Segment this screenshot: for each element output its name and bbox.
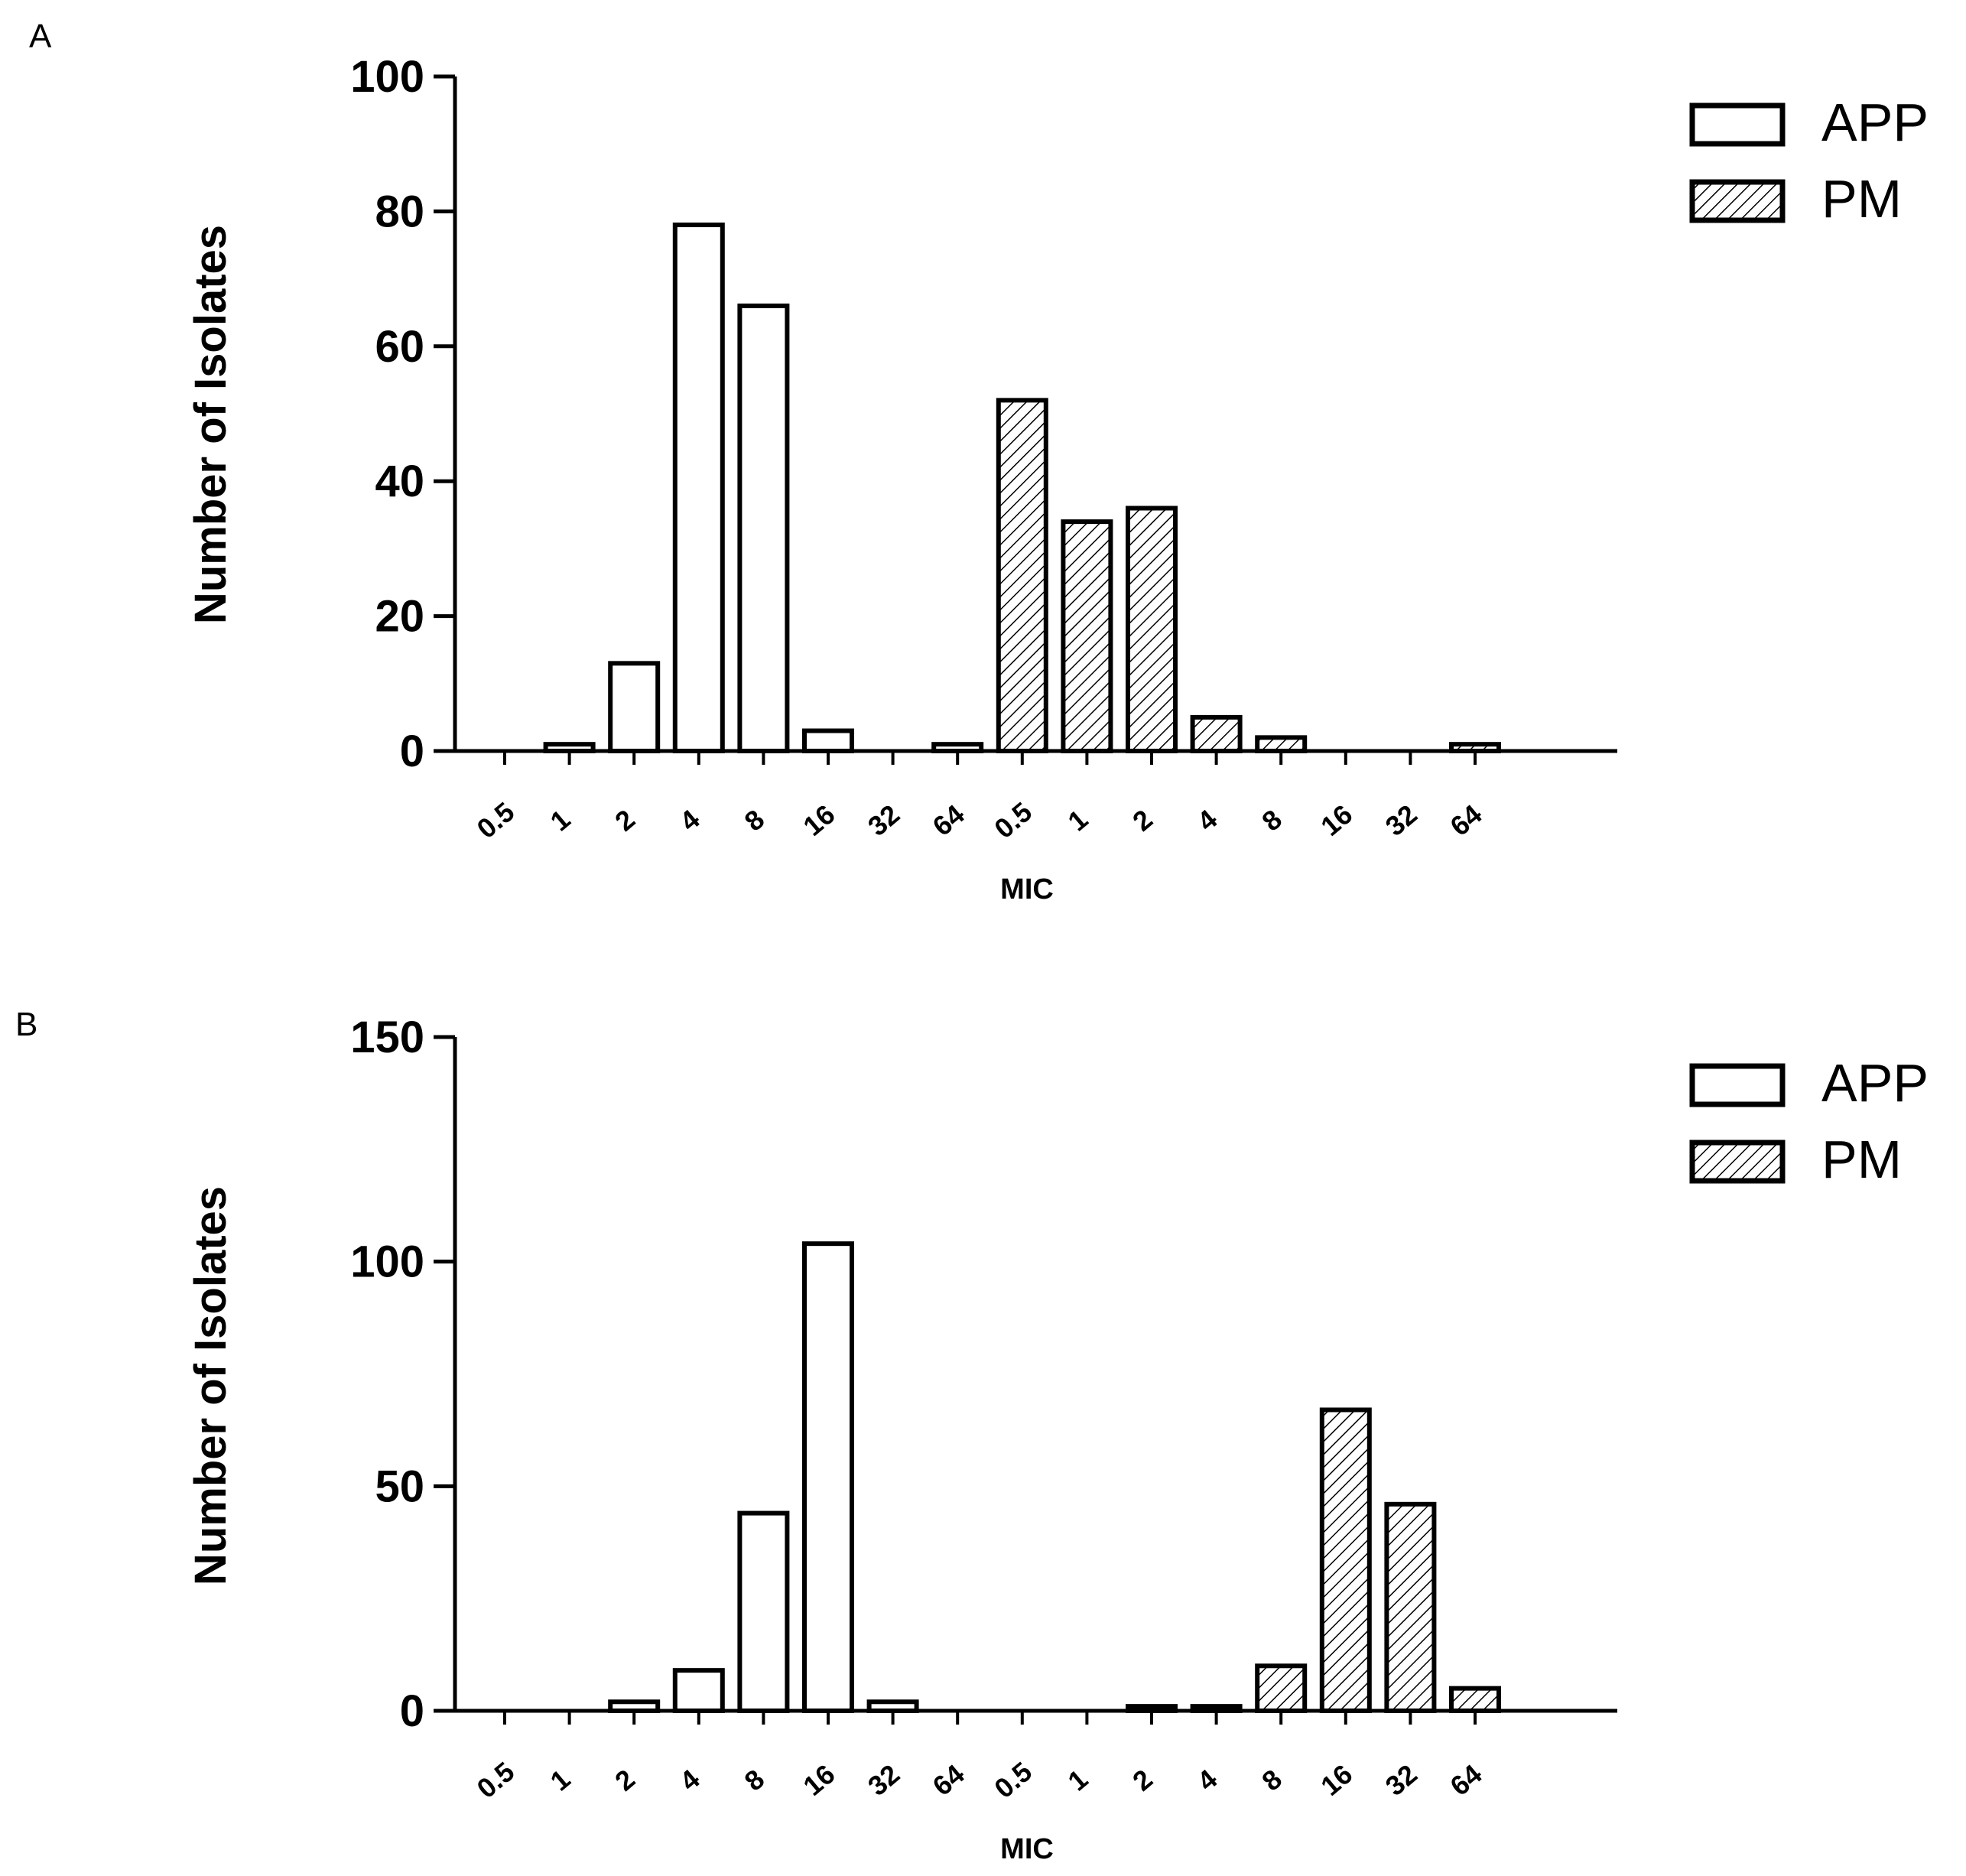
x-tick-label: 32 <box>1379 1758 1423 1802</box>
legend-swatch-app <box>1689 1063 1786 1107</box>
x-tick-label: 0.5 <box>471 796 521 845</box>
x-tick-label: 0.5 <box>471 1756 521 1805</box>
x-tick-label: 64 <box>927 798 970 842</box>
bar-app <box>608 1699 661 1714</box>
bar-pm <box>1384 1501 1437 1713</box>
x-tick-label: 0.5 <box>988 796 1038 845</box>
x-tick-label: 4 <box>1191 1763 1223 1796</box>
bar-pm <box>1449 1686 1501 1713</box>
x-axis-label: MIC <box>1000 873 1054 905</box>
y-tick-label: 100 <box>350 52 424 102</box>
bar-app <box>931 742 984 753</box>
bar-app <box>866 1699 919 1714</box>
x-tick-label: 0.5 <box>988 1756 1038 1805</box>
x-tick-label: 2 <box>1126 1763 1158 1796</box>
bar-app <box>672 223 725 754</box>
x-tick-label: 8 <box>1256 1763 1288 1796</box>
bar-pm <box>996 398 1048 753</box>
x-tick-label: 8 <box>739 1763 771 1796</box>
bar-app <box>608 661 661 754</box>
y-tick-label: 60 <box>375 322 424 372</box>
x-axis-label: MIC <box>1000 1833 1054 1865</box>
y-ticks: 0 20 40 60 80 100 <box>350 52 455 776</box>
bar-pm <box>1255 1663 1308 1713</box>
x-tick-label: 2 <box>609 803 641 837</box>
bar-pm <box>1126 506 1178 753</box>
bar-app <box>672 1668 725 1713</box>
x-ticks: 0.5 1 2 4 8 16 32 64 0.5 1 2 4 8 16 32 64 <box>471 1711 1487 1805</box>
legend-swatch-app <box>1689 102 1786 147</box>
bar-app <box>737 303 790 753</box>
panel-letter-a: A <box>29 18 52 55</box>
x-tick-label: 16 <box>1314 798 1358 842</box>
x-tick-label: 64 <box>1444 798 1487 842</box>
x-tick-label: 1 <box>1062 803 1094 837</box>
x-tick-label: 32 <box>862 1758 905 1802</box>
y-tick-label: 150 <box>350 1013 424 1062</box>
bar-pm <box>1255 735 1308 753</box>
x-tick-label: 8 <box>1256 803 1288 837</box>
x-tick-label: 16 <box>797 798 840 842</box>
x-tick-label: 64 <box>927 1758 970 1802</box>
bar-app <box>543 742 596 753</box>
x-tick-label: 8 <box>739 803 771 837</box>
x-tick-label: 32 <box>862 798 905 842</box>
bar-app <box>737 1510 790 1714</box>
x-tick-label: 16 <box>1314 1758 1358 1802</box>
y-ticks: 0 50 100 150 <box>350 1013 455 1736</box>
bars <box>543 223 1501 754</box>
legend: APP PM <box>1689 1053 1929 1189</box>
x-tick-label: 2 <box>1126 803 1158 837</box>
legend-label-app: APP <box>1821 93 1929 152</box>
bar-pm <box>1061 519 1113 753</box>
x-tick-label: 1 <box>544 1763 577 1796</box>
x-tick-label: 4 <box>674 1763 706 1796</box>
axes <box>453 1037 1617 1713</box>
legend-swatch-pm <box>1689 179 1786 223</box>
bar-pm <box>1190 1704 1243 1714</box>
legend-swatch-pm <box>1689 1140 1786 1184</box>
bar-pm <box>1126 1704 1178 1714</box>
x-ticks: 0.5 1 2 4 8 16 32 64 0.5 1 2 4 8 16 32 64 <box>471 751 1487 845</box>
bars <box>608 1241 1501 1714</box>
legend-label-app: APP <box>1821 1053 1929 1113</box>
bar-app <box>802 1241 854 1713</box>
x-tick-label: 4 <box>1191 803 1223 837</box>
y-tick-label: 50 <box>375 1461 424 1511</box>
x-tick-label: 4 <box>674 803 706 837</box>
y-tick-label: 20 <box>375 592 424 642</box>
x-tick-label: 1 <box>1062 1763 1094 1796</box>
panel-a: A Number of Isolates MIC 0 20 40 60 80 100 0.… <box>29 18 1929 905</box>
panel-letter-b: B <box>15 1006 37 1043</box>
y-tick-label: 40 <box>375 457 424 506</box>
y-tick-label: 100 <box>350 1237 424 1287</box>
y-axis-label: Number of Isolates <box>186 225 236 624</box>
x-tick-label: 16 <box>797 1758 840 1802</box>
x-tick-label: 2 <box>609 1763 641 1796</box>
bar-pm <box>1319 1407 1372 1714</box>
bar-pm <box>1449 742 1501 753</box>
y-tick-label: 0 <box>400 1686 424 1736</box>
bar-app <box>802 728 854 753</box>
legend-label-pm: PM <box>1821 169 1902 229</box>
x-tick-label: 64 <box>1444 1758 1487 1802</box>
y-axis-label: Number of Isolates <box>186 1186 236 1585</box>
legend: APP PM <box>1689 93 1929 229</box>
bar-pm <box>1190 714 1243 754</box>
y-tick-label: 80 <box>375 187 424 236</box>
x-tick-label: 1 <box>544 803 577 837</box>
legend-label-pm: PM <box>1821 1130 1902 1189</box>
x-tick-label: 32 <box>1379 798 1423 842</box>
y-tick-label: 0 <box>400 727 424 776</box>
